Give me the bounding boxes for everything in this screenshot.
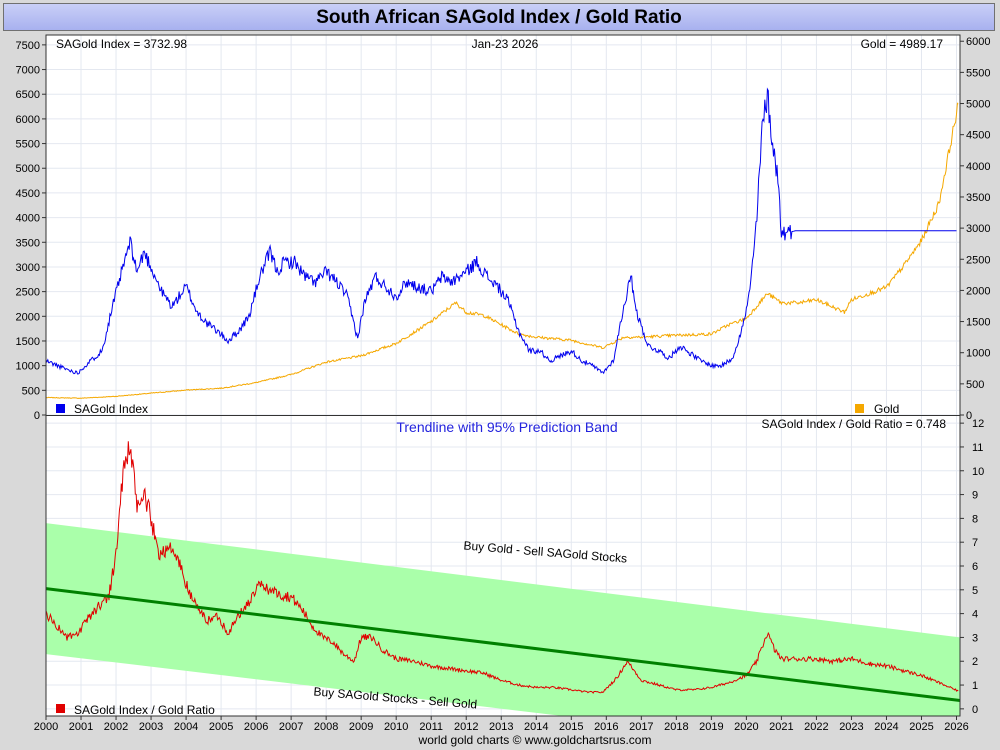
- x-tick-label: 2026: [944, 721, 968, 733]
- x-tick-label: 2025: [909, 721, 933, 733]
- x-tick-label: 2012: [454, 721, 478, 733]
- ratio-tick-label: 0: [972, 704, 978, 716]
- x-tick-label: 2009: [349, 721, 373, 733]
- x-tick-label: 2021: [769, 721, 793, 733]
- y-right-tick-label: 4500: [966, 130, 990, 142]
- y-right-tick-label: 0: [966, 410, 972, 422]
- x-tick-label: 2006: [244, 721, 268, 733]
- index-value-label: SAGold Index = 3732.98: [56, 37, 187, 51]
- x-tick-label: 2019: [699, 721, 723, 733]
- legend-swatch-ratio: [56, 704, 65, 713]
- y-right-tick-label: 5500: [966, 67, 990, 79]
- y-right-tick-label: 5000: [966, 99, 990, 111]
- legend-label-gold: Gold: [874, 402, 899, 416]
- x-tick-label: 2011: [419, 721, 443, 733]
- legend-label-ratio: SAGold Index / Gold Ratio: [74, 703, 215, 717]
- legend-swatch-gold: [855, 404, 864, 413]
- plot-frame: [45, 34, 961, 717]
- y-right-tick-label: 2000: [966, 285, 990, 297]
- y-left-tick-label: 6500: [16, 89, 40, 101]
- x-tick-label: 2008: [314, 721, 338, 733]
- ratio-value-label: SAGold Index / Gold Ratio = 0.748: [762, 417, 947, 431]
- ratio-tick-label: 12: [972, 418, 984, 430]
- ratio-tick-label: 8: [972, 513, 978, 525]
- ratio-tick-label: 9: [972, 490, 978, 502]
- y-right-tick-label: 1000: [966, 348, 990, 360]
- ratio-tick-label: 4: [972, 609, 978, 621]
- ratio-tick-label: 5: [972, 585, 978, 597]
- y-left-tick-label: 500: [22, 385, 40, 397]
- trendline: [45, 587, 961, 703]
- title-bar: South African SAGold Index / Gold Ratio: [3, 3, 995, 31]
- ratio-tick-label: 2: [972, 656, 978, 668]
- x-tick-label: 2003: [139, 721, 163, 733]
- y-left-tick-label: 5000: [16, 163, 40, 175]
- y-left-tick-label: 3000: [16, 262, 40, 274]
- ratio-tick-label: 3: [972, 632, 978, 644]
- y-left-tick-label: 6000: [16, 114, 40, 126]
- y-right-tick-label: 6000: [966, 36, 990, 48]
- y-right-tick-label: 500: [966, 379, 984, 391]
- x-tick-label: 2013: [489, 721, 513, 733]
- ratio-tick-label: 10: [972, 466, 984, 478]
- legend-swatch-index: [56, 404, 65, 413]
- x-tick-label: 2014: [524, 721, 548, 733]
- gold-value-label: Gold = 4989.17: [861, 37, 944, 51]
- series-gold-line: [46, 102, 959, 399]
- y-left-tick-label: 3500: [16, 237, 40, 249]
- y-left-tick-label: 4000: [16, 213, 40, 225]
- ratio-tick-label: 7: [972, 537, 978, 549]
- x-tick-label: 2002: [104, 721, 128, 733]
- x-tick-label: 2020: [734, 721, 758, 733]
- y-left-tick-label: 2000: [16, 311, 40, 323]
- legend-label-index: SAGold Index: [74, 402, 148, 416]
- y-left-tick-label: 7000: [16, 65, 40, 77]
- x-tick-label: 2001: [69, 721, 93, 733]
- x-tick-label: 2005: [209, 721, 233, 733]
- y-left-tick-label: 1000: [16, 361, 40, 373]
- x-tick-label: 2007: [279, 721, 303, 733]
- page-title: South African SAGold Index / Gold Ratio: [316, 7, 682, 28]
- footer-credit: world gold charts © www.goldchartsrus.co…: [418, 733, 652, 747]
- y-right-tick-label: 2500: [966, 254, 990, 266]
- y-left-tick-label: 0: [34, 410, 40, 422]
- x-tick-label: 2017: [629, 721, 653, 733]
- series-index-line: [46, 87, 957, 375]
- x-tick-label: 2016: [594, 721, 618, 733]
- y-right-tick-label: 3500: [966, 192, 990, 204]
- x-tick-label: 2015: [559, 721, 583, 733]
- y-left-tick-label: 2500: [16, 287, 40, 299]
- ratio-tick-label: 11: [972, 442, 983, 454]
- x-tick-label: 2023: [839, 721, 863, 733]
- x-tick-label: 2004: [174, 721, 198, 733]
- x-tick-label: 2018: [664, 721, 688, 733]
- x-tick-label: 2022: [804, 721, 828, 733]
- trend-band-label: Trendline with 95% Prediction Band: [396, 419, 617, 435]
- ratio-tick-label: 6: [972, 561, 978, 573]
- y-left-tick-label: 4500: [16, 188, 40, 200]
- x-tick-label: 2000: [34, 721, 58, 733]
- y-left-tick-label: 7500: [16, 40, 40, 52]
- y-left-tick-label: 1500: [16, 336, 40, 348]
- y-right-tick-label: 1500: [966, 317, 990, 329]
- y-right-tick-label: 3000: [966, 223, 990, 235]
- ratio-tick-label: 1: [972, 680, 978, 692]
- x-tick-label: 2010: [384, 721, 408, 733]
- x-tick-label: 2024: [874, 721, 898, 733]
- y-left-tick-label: 5500: [16, 139, 40, 151]
- prediction-band: [46, 523, 960, 716]
- date-label: Jan-23 2026: [472, 37, 539, 51]
- y-right-tick-label: 4000: [966, 161, 990, 173]
